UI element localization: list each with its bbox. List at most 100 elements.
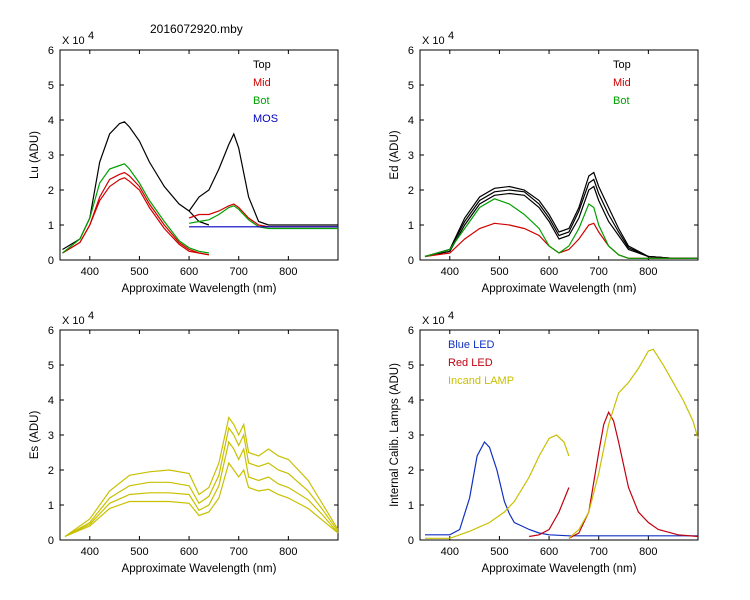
y-tick-label: 0 — [48, 255, 54, 267]
axis-multiplier: X 10 — [62, 315, 85, 327]
y-tick-label: 6 — [48, 325, 54, 337]
series-line-red-led-b — [568, 410, 699, 539]
x-tick-label: 400 — [441, 266, 459, 278]
y-axis-label: Ed (ADU) — [389, 130, 401, 179]
y-tick-label: 2 — [48, 185, 54, 197]
x-tick-label: 800 — [639, 546, 657, 558]
y-tick-label: 2 — [408, 465, 414, 477]
y-tick-label: 1 — [408, 500, 414, 512]
x-tick-label: 600 — [540, 266, 558, 278]
series-line-top-2 — [424, 178, 698, 259]
series-line-top-a — [62, 121, 210, 251]
axis-multiplier: X 10 — [422, 35, 445, 47]
y-axis-label: Es (ADU) — [29, 411, 41, 460]
y-axis-label: Internal Calib. Lamps (ADU) — [389, 363, 401, 507]
y-tick-label: 4 — [408, 115, 414, 127]
legend-entry-top: Top — [253, 59, 271, 71]
series-line-top-b — [188, 132, 338, 226]
y-axis-label: Lu (ADU) — [29, 131, 41, 179]
x-axis-label: Approximate Wavelength (nm) — [122, 563, 277, 575]
x-tick-label: 600 — [540, 546, 558, 558]
y-tick-label: 6 — [408, 325, 414, 337]
series-line-blue-led — [425, 440, 698, 537]
y-tick-label: 1 — [408, 220, 414, 232]
y-tick-label: 5 — [408, 360, 414, 372]
axis-multiplier-exponent: 4 — [88, 30, 94, 42]
series-line-bot-b — [188, 205, 338, 230]
x-tick-label: 500 — [490, 266, 508, 278]
legend-entry-blue-led: Blue LED — [448, 339, 495, 351]
legend-entry-incand-lamp: Incand LAMP — [448, 375, 514, 387]
series-line-es-4 — [64, 461, 339, 538]
figure-title: 2016072920.mby — [150, 22, 243, 36]
plot-frame — [419, 49, 699, 261]
series-line-mid-a1 — [62, 171, 210, 256]
series-line-incand-a — [425, 434, 570, 539]
series-line-incand-b — [568, 348, 699, 539]
y-tick-label: 5 — [408, 80, 414, 92]
y-tick-label: 2 — [408, 185, 414, 197]
x-tick-label: 800 — [639, 266, 657, 278]
legend-entry-bot: Bot — [613, 95, 630, 107]
x-tick-label: 600 — [180, 266, 198, 278]
x-tick-label: 700 — [590, 266, 608, 278]
axis-multiplier-exponent: 4 — [448, 30, 454, 42]
axis-multiplier: X 10 — [62, 35, 85, 47]
x-tick-label: 800 — [279, 546, 297, 558]
series-line-red-led-a — [529, 487, 570, 538]
y-tick-label: 4 — [48, 115, 54, 127]
x-tick-label: 600 — [180, 546, 198, 558]
y-tick-label: 1 — [48, 220, 54, 232]
x-tick-label: 400 — [81, 266, 99, 278]
legend-entry-red-led: Red LED — [448, 357, 493, 369]
series-line-mid — [424, 222, 698, 259]
x-axis-label: Approximate Wavelength (nm) — [482, 563, 637, 575]
series-line-top-3 — [424, 185, 698, 259]
x-axis-label: Approximate Wavelength (nm) — [482, 283, 637, 295]
legend-entry-mid: Mid — [613, 77, 631, 89]
x-axis-label: Approximate Wavelength (nm) — [122, 283, 277, 295]
series-line-es-1 — [64, 416, 339, 537]
axis-multiplier-exponent: 4 — [88, 310, 94, 322]
y-tick-label: 0 — [408, 255, 414, 267]
x-tick-label: 500 — [130, 546, 148, 558]
legend-entry-top: Top — [613, 59, 631, 71]
x-tick-label: 700 — [230, 546, 248, 558]
series-line-bot — [424, 198, 698, 259]
y-tick-label: 5 — [48, 80, 54, 92]
series-line-bot-a — [62, 163, 210, 254]
x-tick-label: 400 — [81, 546, 99, 558]
axis-multiplier-exponent: 4 — [448, 310, 454, 322]
y-tick-label: 6 — [48, 45, 54, 57]
series-line-mid-a2 — [62, 177, 210, 256]
series-line-es-2 — [64, 426, 339, 538]
x-tick-label: 700 — [230, 266, 248, 278]
legend-entry-mos: MOS — [253, 113, 278, 125]
legend-entry-mid: Mid — [253, 77, 271, 89]
y-tick-label: 4 — [408, 395, 414, 407]
y-tick-label: 0 — [408, 535, 414, 547]
series-line-es-3 — [64, 440, 339, 538]
y-tick-label: 3 — [408, 150, 414, 162]
y-tick-label: 4 — [48, 395, 54, 407]
x-tick-label: 700 — [590, 546, 608, 558]
y-tick-label: 3 — [408, 430, 414, 442]
y-tick-label: 3 — [48, 150, 54, 162]
y-tick-label: 2 — [48, 465, 54, 477]
y-tick-label: 5 — [48, 360, 54, 372]
y-tick-label: 0 — [48, 535, 54, 547]
legend-entry-bot: Bot — [253, 95, 270, 107]
x-tick-label: 500 — [130, 266, 148, 278]
x-tick-label: 500 — [490, 546, 508, 558]
axis-multiplier: X 10 — [422, 315, 445, 327]
series-line-top-1 — [424, 171, 698, 259]
x-tick-label: 800 — [279, 266, 297, 278]
x-tick-label: 400 — [441, 546, 459, 558]
y-tick-label: 3 — [48, 430, 54, 442]
y-tick-label: 6 — [408, 45, 414, 57]
